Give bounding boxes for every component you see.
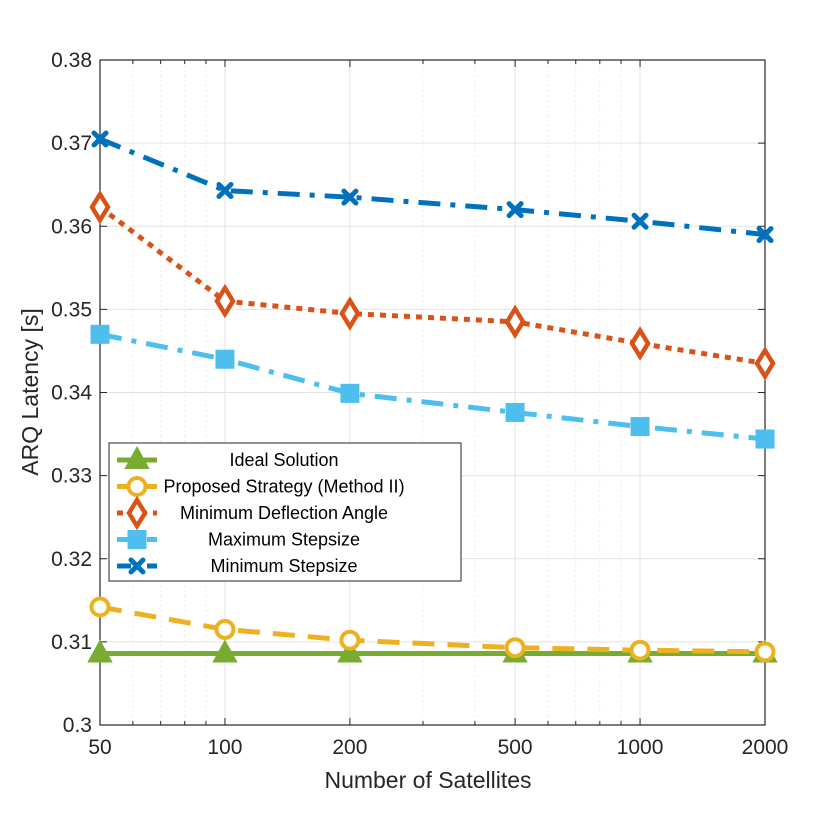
data-point-proposed [504,637,526,659]
x-tick-label: 2000 [742,736,789,759]
data-point-minstep [506,201,524,219]
axes: 50 100 200 500 1000 2000 0.3 0.31 0.32 0.33 0.34 0.… [51,49,788,759]
x-tick-label: 50 [88,736,111,759]
data-point-mindeflect [629,326,651,361]
series-line-proposed [99,604,766,655]
y-tick-label: 0.32 [51,548,92,571]
legend-marker-mindeflect [126,495,148,531]
data-point-maxstep [340,383,360,403]
x-tick-label: 1000 [617,736,664,759]
data-point-mindeflect [214,283,236,319]
x-tick-label: 500 [498,736,533,759]
data-point-minstep [756,226,774,244]
legend-label-maxstep: Maximum Stepsize [208,530,360,550]
data-point-mindeflect [89,189,111,225]
series-line-maxstep [99,331,766,442]
legend-label-mindeflect: Minimum Deflection Angle [180,503,388,523]
data-point-minstep [91,130,109,148]
series-minstep [91,130,774,244]
legend-marker-minstep [128,557,146,575]
series-mindeflect [89,189,776,381]
data-point-maxstep [505,402,525,422]
data-point-mindeflect [339,296,361,331]
data-point-mindeflect [754,346,776,381]
data-point-minstep [631,212,649,230]
legend-box [108,442,462,582]
legend-label-minstep: Minimum Stepsize [210,556,357,576]
y-tick-label: 0.3 [63,714,92,737]
legend-marker-ideal [124,445,150,469]
data-point-maxstep [630,417,650,437]
data-point-proposed [629,639,651,661]
data-point-maxstep [90,324,110,344]
data-point-ideal [87,639,113,663]
legend-marker-maxstep [127,530,147,549]
data-point-proposed [339,629,361,651]
x-tick-label: 100 [207,736,242,759]
series-line-minstep [99,136,766,238]
data-point-proposed [754,641,776,663]
data-point-minstep [341,188,359,206]
y-tick-label: 0.35 [51,298,92,321]
y-tick-label: 0.37 [51,132,92,155]
y-axis-label: ARQ Latency [s] [17,308,43,475]
series-line-mindeflect [98,205,766,366]
series-maxstep [90,324,775,449]
legend-marker-proposed [126,476,148,497]
data-point-ideal [212,639,238,663]
data-point-maxstep [215,349,235,369]
legend: Ideal Solution Proposed Strategy (Method … [108,442,462,582]
data-point-proposed [89,596,111,618]
y-tick-label: 0.38 [51,49,92,72]
y-tick-label: 0.36 [51,215,92,238]
legend-label-ideal: Ideal Solution [229,450,338,470]
series [87,130,778,663]
data-point-ideal [337,639,363,663]
y-tick-label: 0.34 [51,382,92,405]
data-point-maxstep [755,429,775,449]
x-axis-label: Number of Satellites [324,767,531,793]
data-point-proposed [214,618,236,640]
data-point-mindeflect [504,304,526,340]
legend-label-proposed: Proposed Strategy (Method II) [163,477,404,497]
y-tick-label: 0.31 [51,631,92,654]
data-point-minstep [216,182,234,200]
y-tick-label: 0.33 [51,465,92,488]
series-proposed [89,596,776,663]
x-tick-label: 200 [332,736,367,759]
